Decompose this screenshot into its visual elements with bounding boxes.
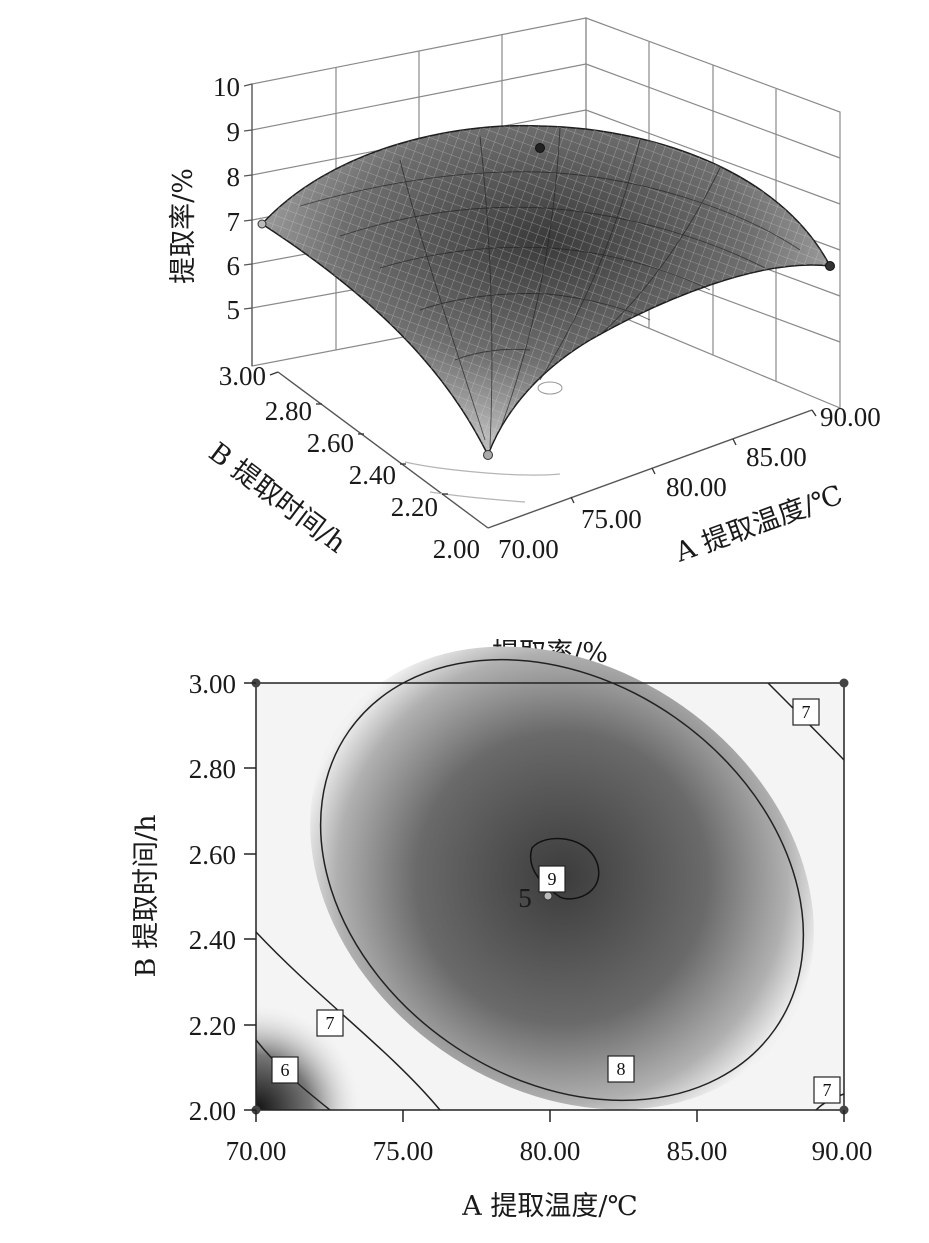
- contour-label: 7: [316, 1009, 344, 1037]
- floor-contour: [429, 491, 526, 503]
- contour-x-ticks: 70.00 75.00 80.00 85.00 90.00: [226, 1136, 873, 1166]
- z-tick: 8: [227, 162, 241, 192]
- contour-y-tick-marks: [244, 682, 256, 1111]
- svg-text:7: 7: [823, 1080, 832, 1100]
- y-axis-ticks-marks: [269, 371, 448, 495]
- surface-mesh-lines: [299, 127, 801, 449]
- contour-y-tick: 3.00: [189, 669, 236, 699]
- surface-plot: 10 9 8 7 6 5 提取率/% 3.00 2.80 2.60 2.40 2…: [168, 17, 881, 569]
- x-axis-ticks-marks: [570, 409, 817, 504]
- contour-label: 7: [813, 1076, 841, 1104]
- x-tick: 75.00: [581, 504, 642, 534]
- contour-x-tick-marks: [255, 1110, 845, 1122]
- x-tick: 85.00: [746, 442, 807, 472]
- contour-center-point: [543, 891, 553, 901]
- corner-fill: [256, 1000, 366, 1110]
- z-tick: 5: [227, 295, 241, 325]
- contour-x-tick: 80.00: [520, 1136, 581, 1166]
- floor-contour: [537, 381, 563, 395]
- y-tick: 2.00: [433, 534, 480, 564]
- y-tick: 2.20: [391, 492, 438, 522]
- svg-text:7: 7: [326, 1013, 335, 1033]
- response-surface-mesh: [262, 125, 830, 455]
- z-tick: 9: [227, 117, 241, 147]
- contour-x-tick: 75.00: [373, 1136, 434, 1166]
- contour-label: 6: [271, 1056, 299, 1084]
- contour-y-tick: 2.40: [189, 925, 236, 955]
- surface-design-point: [825, 261, 835, 271]
- x-axis-ticks: 70.00 75.00 80.00 85.00 90.00: [498, 402, 881, 564]
- svg-text:8: 8: [617, 1059, 626, 1079]
- y-tick: 2.40: [349, 460, 396, 490]
- y-tick: 3.00: [219, 361, 266, 391]
- contour-x-tick: 70.00: [226, 1136, 287, 1166]
- y-axis-ticks: 3.00 2.80 2.60 2.40 2.20 2.00: [219, 361, 480, 564]
- y-tick: 2.80: [265, 396, 312, 426]
- contour-y-tick: 2.80: [189, 754, 236, 784]
- contour-x-tick: 85.00: [667, 1136, 728, 1166]
- x-tick: 90.00: [820, 402, 881, 432]
- z-axis-title: 提取率/%: [168, 168, 199, 284]
- z-axis: [243, 83, 253, 366]
- floor-edges: [277, 371, 813, 529]
- contour-y-axis-title: B 提取时间/h: [131, 815, 162, 978]
- floor-contour: [404, 461, 561, 476]
- contour-label: 7: [792, 698, 820, 726]
- svg-text:7: 7: [802, 702, 811, 722]
- contour-design-point: [839, 678, 849, 688]
- svg-text:9: 9: [548, 869, 557, 889]
- svg-text:6: 6: [281, 1060, 290, 1080]
- center-point-count: 5: [518, 883, 532, 913]
- contour-line-7: [255, 931, 441, 1111]
- contour-x-axis-title: A 提取温度/℃: [461, 1191, 637, 1222]
- x-tick: 80.00: [666, 472, 727, 502]
- contour-y-tick: 2.60: [189, 840, 236, 870]
- z-tick: 10: [213, 72, 240, 102]
- contour-y-ticks: 3.00 2.80 2.60 2.40 2.20 2.00: [189, 669, 236, 1126]
- contour-y-tick: 2.20: [189, 1011, 236, 1041]
- z-tick: 7: [227, 207, 241, 237]
- contour-line-8: [319, 658, 805, 1102]
- contour-label: 8: [607, 1055, 635, 1083]
- surface-design-point: [257, 219, 267, 229]
- surface-design-point: [535, 143, 545, 153]
- contour-x-tick: 90.00: [812, 1136, 873, 1166]
- contour-label: 9: [538, 865, 566, 893]
- z-tick: 6: [227, 251, 241, 281]
- y-tick: 2.60: [307, 428, 354, 458]
- z-axis-ticks: 10 9 8 7 6 5: [213, 72, 240, 325]
- x-tick: 70.00: [498, 534, 559, 564]
- contour-plot: 提取率/% 7 9 5 7: [131, 638, 873, 1222]
- contour-y-tick: 2.00: [189, 1096, 236, 1126]
- surface-design-point: [483, 450, 493, 460]
